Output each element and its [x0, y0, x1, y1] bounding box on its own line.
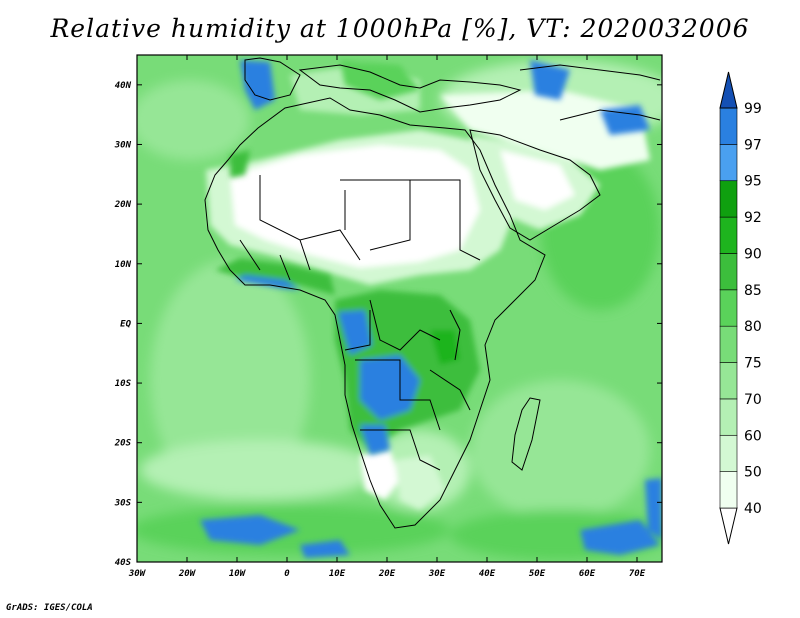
lat-tick-label: EQ — [120, 319, 131, 329]
lon-tick-label: 40E — [479, 569, 496, 579]
colorbar-label: 85 — [744, 283, 762, 299]
colorbar: 40 50 60 70 75 80 85 90 92 95 97 99 — [719, 71, 762, 545]
colorbar-segment — [719, 107, 738, 145]
lon-tick-label: 30W — [128, 569, 147, 579]
lat-tick-label: 40N — [115, 81, 132, 91]
lon-tick-label: 30E — [428, 569, 446, 579]
lat-tick-label: 10N — [115, 260, 132, 270]
colorbar-label: 70 — [744, 392, 762, 408]
colorbar-label: 50 — [744, 465, 762, 481]
colorbar-segment — [719, 398, 738, 436]
lon-tick-label: 20E — [378, 569, 396, 579]
colorbar-label: 75 — [744, 356, 762, 372]
colorbar-over-triangle — [719, 71, 738, 109]
colorbar-label: 97 — [744, 137, 762, 153]
colorbar-segment — [719, 471, 738, 509]
coastlines — [204, 57, 661, 529]
colorbar-segment — [719, 216, 738, 254]
colorbar-segment — [719, 144, 738, 182]
lat-tick-label: 20S — [114, 439, 132, 449]
longitude-axis: 30W 20W 10W 0 10E 20E 30E 40E 50E 60E 70E — [128, 55, 646, 579]
lat-tick-label: 30N — [114, 140, 132, 150]
colorbar-label: 95 — [744, 174, 762, 190]
colorbar-segment — [719, 253, 738, 291]
lon-tick-label: 70E — [629, 569, 646, 579]
colorbar-label: 80 — [744, 319, 762, 335]
lon-tick-label: 10E — [329, 569, 346, 579]
colorbar-label: 90 — [744, 246, 762, 262]
lat-tick-label: 40S — [115, 558, 132, 568]
colorbar-segment — [719, 325, 738, 363]
lon-tick-label: 50E — [529, 569, 546, 579]
plot-frame — [136, 54, 663, 563]
colorbar-label: 60 — [744, 428, 762, 444]
lon-tick-label: 20W — [178, 569, 197, 579]
lat-tick-label: 10S — [115, 379, 132, 389]
map-title: Relative humidity at 1000hPa [%], VT: 20… — [50, 14, 750, 43]
lat-tick-label: 20N — [114, 200, 132, 210]
colorbar-label: 99 — [744, 101, 762, 117]
lon-tick-label: 60E — [579, 569, 596, 579]
humidity-field — [137, 55, 662, 562]
latitude-axis: 40S 30S 20S 10S EQ 10N 20N 30N 40N — [114, 81, 662, 568]
colorbar-segment — [719, 289, 738, 327]
colorbar-segment — [719, 180, 738, 218]
colorbar-segment — [719, 362, 738, 400]
colorbar-segment — [719, 434, 738, 472]
lon-tick-label: 0 — [284, 569, 290, 579]
colorbar-label: 40 — [744, 501, 762, 517]
lon-tick-label: 10W — [229, 569, 247, 579]
grads-credit: GrADS: IGES/COLA — [6, 603, 93, 613]
lat-tick-label: 30S — [114, 498, 132, 508]
colorbar-under-triangle — [719, 507, 738, 545]
colorbar-label: 92 — [744, 210, 762, 226]
